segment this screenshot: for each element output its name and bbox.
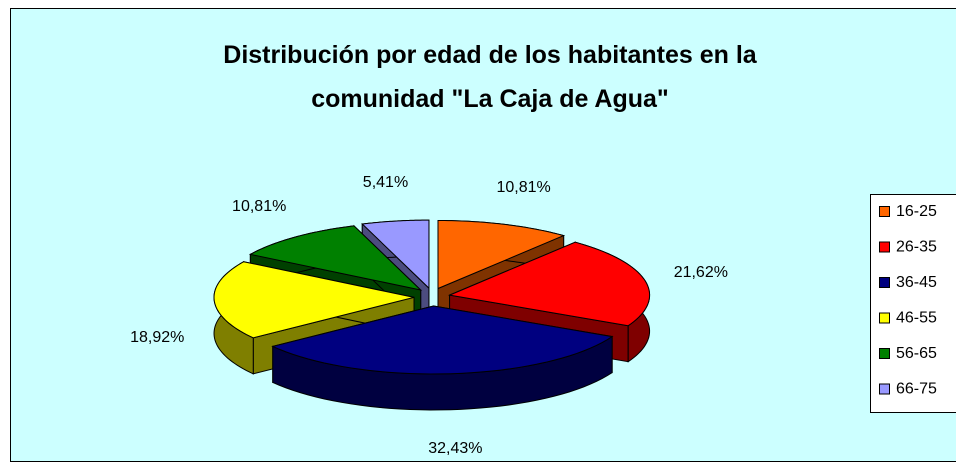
data-label: 10,81% — [496, 179, 550, 196]
legend-swatch — [879, 348, 890, 359]
slice-top — [447, 241, 651, 327]
legend-label: 46-55 — [896, 310, 937, 327]
data-label: 5,41% — [363, 174, 408, 191]
legend-box — [870, 194, 956, 413]
legend-label: 56-65 — [896, 345, 937, 362]
legend-swatch — [879, 241, 890, 253]
data-label: 10,81% — [232, 198, 286, 215]
data-label: 32,43% — [428, 440, 482, 457]
pie-slice — [213, 260, 415, 375]
legend-label: 36-45 — [896, 274, 937, 291]
chart-title: Distribución por edad de los habitantes … — [223, 41, 758, 113]
slice-top — [271, 305, 614, 375]
legend-label: 16-25 — [896, 203, 937, 220]
data-label: 21,62% — [674, 264, 728, 281]
legend: 16-25 26-35 36-45 46-55 56-65 66-75 — [870, 194, 956, 413]
legend-swatch — [879, 383, 890, 395]
slice-top — [248, 225, 423, 291]
slice-top — [213, 261, 415, 339]
data-label: 18,92% — [130, 329, 184, 346]
slice-top — [361, 219, 430, 290]
legend-label: 66-75 — [896, 381, 937, 398]
pie-slice — [271, 305, 614, 411]
legend-swatch — [879, 277, 890, 288]
legend-swatch — [879, 206, 890, 217]
legend-swatch — [879, 312, 890, 324]
legend-label: 26-35 — [896, 239, 937, 256]
slice-top — [437, 220, 566, 290]
